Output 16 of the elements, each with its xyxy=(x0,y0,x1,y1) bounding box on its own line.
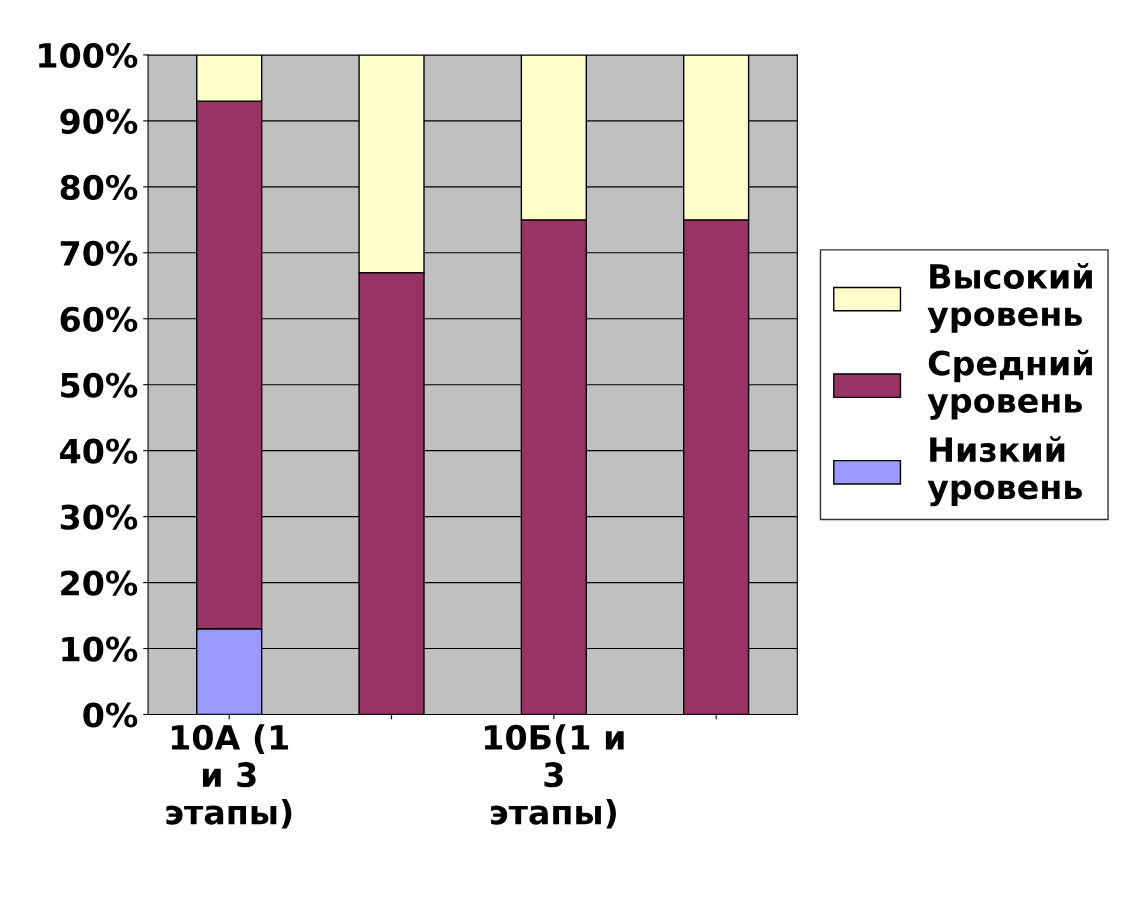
y-tick-label: 30% xyxy=(60,504,138,530)
y-tick-label: 100% xyxy=(39,42,138,69)
legend-label: Низкий уровень xyxy=(927,436,1082,507)
y-tick-label: 80% xyxy=(60,174,138,200)
y-tick-label: 60% xyxy=(60,306,138,332)
y-tick-label: 90% xyxy=(60,108,138,135)
y-tick-label: 40% xyxy=(60,438,138,464)
x-tick-label: 10Б(1 и 3 этапы) xyxy=(485,724,624,829)
x-tick-label: 10А (1 и 3 этапы) xyxy=(166,724,292,829)
y-tick-label: 70% xyxy=(60,240,138,266)
y-tick-label: 10% xyxy=(62,636,138,662)
legend-label: Высокий уровень xyxy=(927,263,1092,334)
legend-label: Средний уровень xyxy=(927,349,1092,420)
y-tick-label: 20% xyxy=(61,570,138,596)
y-tick-label: 50% xyxy=(61,372,138,398)
y-tick-label: 0% xyxy=(83,702,138,728)
